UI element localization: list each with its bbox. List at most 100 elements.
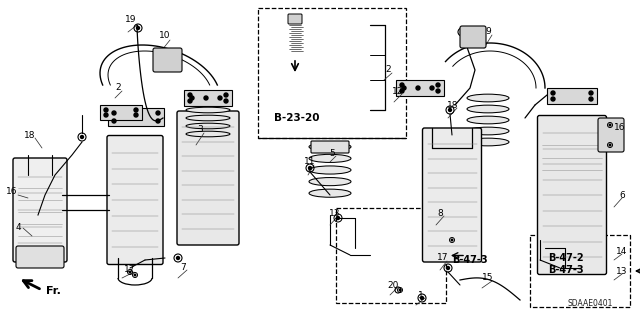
Ellipse shape xyxy=(186,99,230,105)
Ellipse shape xyxy=(467,127,509,135)
Circle shape xyxy=(112,119,116,123)
Circle shape xyxy=(134,274,136,276)
Ellipse shape xyxy=(467,116,509,124)
Circle shape xyxy=(218,96,222,100)
Text: 17: 17 xyxy=(124,265,136,275)
FancyBboxPatch shape xyxy=(422,128,481,262)
Circle shape xyxy=(188,99,192,103)
Circle shape xyxy=(81,136,83,138)
FancyBboxPatch shape xyxy=(311,141,349,153)
Text: B-23-20: B-23-20 xyxy=(274,113,319,123)
Circle shape xyxy=(430,86,434,90)
Bar xyxy=(336,208,446,303)
Circle shape xyxy=(399,289,401,291)
Circle shape xyxy=(436,83,440,87)
Text: 4: 4 xyxy=(15,224,21,233)
Circle shape xyxy=(112,111,116,115)
Polygon shape xyxy=(108,108,164,126)
Circle shape xyxy=(551,97,555,101)
Text: 11: 11 xyxy=(304,158,316,167)
Ellipse shape xyxy=(309,166,351,174)
Circle shape xyxy=(104,108,108,112)
Circle shape xyxy=(190,96,194,100)
Circle shape xyxy=(400,89,404,93)
Text: 10: 10 xyxy=(159,31,171,40)
Ellipse shape xyxy=(309,189,351,197)
Text: 16: 16 xyxy=(6,188,18,197)
FancyBboxPatch shape xyxy=(13,158,67,262)
Polygon shape xyxy=(100,105,142,120)
Text: 3: 3 xyxy=(197,125,203,135)
Text: B-47-3: B-47-3 xyxy=(452,255,488,265)
Ellipse shape xyxy=(186,131,230,137)
Text: 12: 12 xyxy=(392,87,404,97)
Circle shape xyxy=(134,108,138,112)
FancyBboxPatch shape xyxy=(538,115,607,275)
Ellipse shape xyxy=(309,178,351,186)
Text: B-47-2: B-47-2 xyxy=(548,253,584,263)
Circle shape xyxy=(451,239,453,241)
Circle shape xyxy=(551,91,555,95)
Circle shape xyxy=(589,91,593,95)
Circle shape xyxy=(589,97,593,101)
Circle shape xyxy=(449,108,451,112)
Circle shape xyxy=(104,113,108,117)
Text: 1: 1 xyxy=(418,292,424,300)
Circle shape xyxy=(136,26,140,29)
Ellipse shape xyxy=(309,143,351,151)
Text: 2: 2 xyxy=(385,65,391,75)
Circle shape xyxy=(416,86,420,90)
Text: 18: 18 xyxy=(447,100,459,109)
Text: Fr.: Fr. xyxy=(46,286,61,296)
Polygon shape xyxy=(396,80,444,96)
FancyBboxPatch shape xyxy=(460,26,486,48)
Circle shape xyxy=(224,93,228,97)
Circle shape xyxy=(224,99,228,103)
Bar xyxy=(258,8,406,138)
Circle shape xyxy=(461,31,463,33)
FancyBboxPatch shape xyxy=(107,136,163,264)
Text: 13: 13 xyxy=(616,268,628,277)
FancyBboxPatch shape xyxy=(177,111,239,245)
Circle shape xyxy=(204,96,208,100)
Ellipse shape xyxy=(309,154,351,162)
Text: 9: 9 xyxy=(485,27,491,36)
Text: 18: 18 xyxy=(24,130,36,139)
Text: 16: 16 xyxy=(614,123,626,132)
Text: 6: 6 xyxy=(619,190,625,199)
Text: 14: 14 xyxy=(616,248,628,256)
Circle shape xyxy=(447,266,449,270)
Text: 13: 13 xyxy=(329,209,340,218)
Circle shape xyxy=(609,124,611,126)
Polygon shape xyxy=(184,90,232,106)
Text: 7: 7 xyxy=(180,263,186,272)
Circle shape xyxy=(609,144,611,146)
Circle shape xyxy=(436,89,440,93)
FancyBboxPatch shape xyxy=(16,246,64,268)
Circle shape xyxy=(402,86,406,90)
Ellipse shape xyxy=(186,115,230,121)
Text: 19: 19 xyxy=(125,16,137,25)
Text: 17: 17 xyxy=(437,254,449,263)
Circle shape xyxy=(400,83,404,87)
FancyBboxPatch shape xyxy=(153,48,182,72)
Text: 20: 20 xyxy=(387,280,399,290)
Circle shape xyxy=(177,256,179,259)
Circle shape xyxy=(156,119,160,123)
Text: SDAAE0401: SDAAE0401 xyxy=(568,299,613,308)
Circle shape xyxy=(188,93,192,97)
Text: B-47-3: B-47-3 xyxy=(548,265,584,275)
Text: 5: 5 xyxy=(329,149,335,158)
Text: 15: 15 xyxy=(483,273,493,283)
Circle shape xyxy=(156,111,160,115)
Text: 8: 8 xyxy=(437,209,443,218)
FancyBboxPatch shape xyxy=(288,14,302,24)
Circle shape xyxy=(420,296,424,300)
Text: 2: 2 xyxy=(115,84,121,93)
Ellipse shape xyxy=(186,107,230,113)
Ellipse shape xyxy=(467,105,509,113)
Circle shape xyxy=(337,217,339,219)
Circle shape xyxy=(129,271,131,273)
Ellipse shape xyxy=(467,138,509,146)
Bar xyxy=(530,235,630,307)
